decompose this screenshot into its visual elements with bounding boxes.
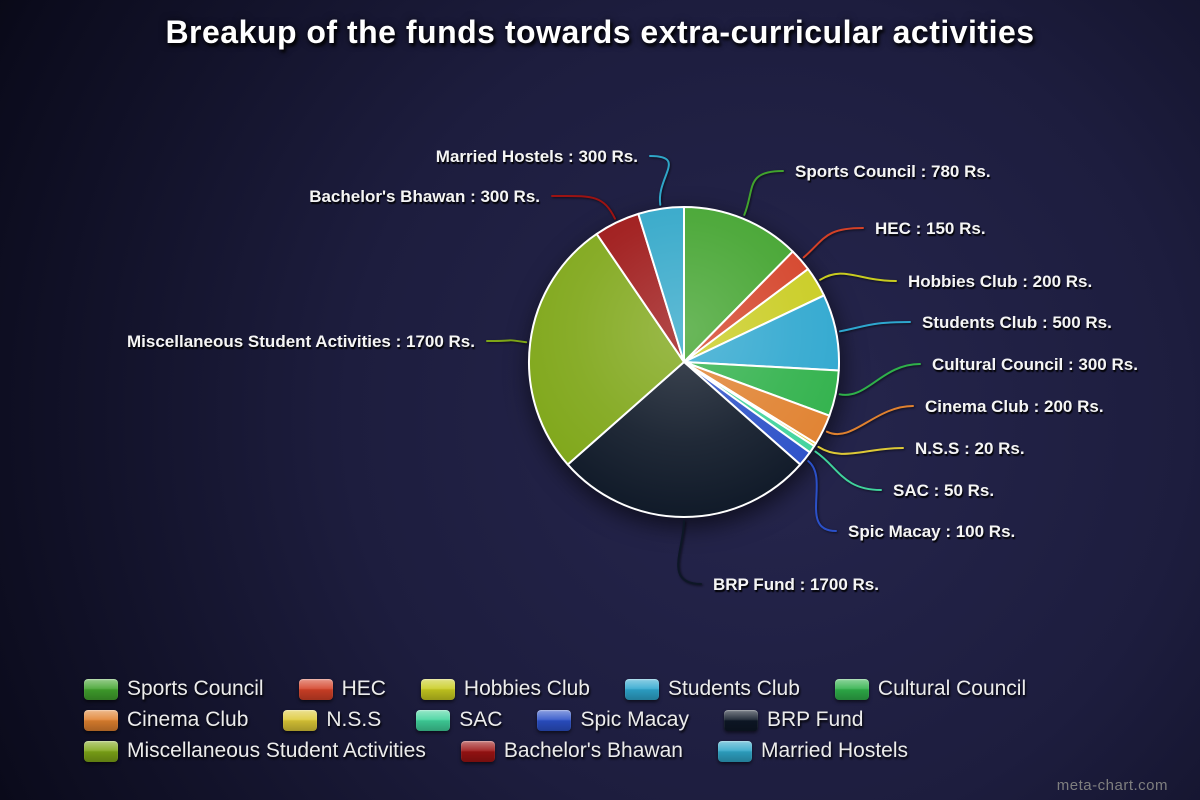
leader-line-hobbies-club	[819, 272, 897, 282]
legend: Sports Council HEC Hobbies Club Students Cl…	[84, 677, 1026, 770]
legend-swatch-n-s-s	[283, 709, 318, 731]
legend-label: BRP Fund	[766, 708, 864, 731]
legend-label: Cinema Club	[127, 708, 249, 731]
slice-label-miscellaneous-student-activities: Miscellaneous Student Activities : 1700 …	[127, 332, 475, 351]
slice-labels: Sports Council : 780 Rs. HEC : 150 Rs. Hob…	[127, 147, 1138, 594]
slice-label-bachelor-s-bhawan: Bachelor's Bhawan : 300 Rs.	[309, 187, 540, 206]
legend-swatch-married-hostels	[717, 740, 752, 762]
slice-label-sports-council: Sports Council : 780 Rs.	[795, 162, 991, 181]
legend-row: Miscellaneous Student Activities Bachelor…	[84, 739, 1026, 763]
legend-swatch-bachelor-s-bhawan	[460, 740, 495, 762]
legend-item-hobbies-club: Hobbies Club	[420, 677, 590, 701]
legend-label: Sports Council	[127, 677, 264, 700]
pie	[528, 206, 840, 519]
legend-label: Spic Macay	[580, 708, 689, 731]
legend-label: Students Club	[667, 677, 800, 700]
leader-line-miscellaneous-student-activities	[486, 339, 528, 344]
leader-line-sac	[814, 450, 882, 491]
legend-item-sports-council: Sports Council	[84, 677, 264, 701]
slice-label-hobbies-club: Hobbies Club : 200 Rs.	[908, 272, 1092, 291]
leader-line-spic-macay	[807, 460, 837, 532]
slice-label-students-club: Students Club : 500 Rs.	[922, 313, 1112, 332]
watermark: meta-chart.com	[1056, 777, 1168, 794]
legend-row: Cinema Club N.S.S SAC Spic Macay BRP Fund	[84, 708, 1026, 732]
legend-swatch-hec	[298, 678, 333, 700]
legend-label: N.S.S	[326, 708, 382, 731]
legend-item-spic-macay: Spic Macay	[537, 708, 689, 732]
leader-line-cinema-club	[825, 405, 914, 435]
legend-swatch-hobbies-club	[420, 678, 455, 700]
leader-line-bachelor-s-bhawan	[551, 194, 616, 220]
leader-line-hec	[802, 227, 864, 259]
slice-label-cinema-club: Cinema Club : 200 Rs.	[925, 397, 1104, 416]
legend-label: Bachelor's Bhawan	[503, 739, 683, 762]
slice-label-brp-fund: BRP Fund : 1700 Rs.	[713, 575, 879, 594]
legend-item-sac: SAC	[416, 708, 502, 732]
legend-item-married-hostels: Married Hostels	[717, 739, 908, 763]
slice-label-hec: HEC : 150 Rs.	[875, 219, 986, 238]
slice-label-n-s-s: N.S.S : 20 Rs.	[915, 439, 1025, 458]
leader-line-married-hostels	[649, 155, 670, 206]
legend-item-bachelor-s-bhawan: Bachelor's Bhawan	[460, 739, 683, 763]
legend-label: SAC	[459, 708, 503, 731]
legend-swatch-cinema-club	[84, 709, 118, 731]
legend-item-hec: HEC	[298, 677, 386, 701]
leader-line-n-s-s	[817, 445, 904, 455]
legend-label: Hobbies Club	[463, 677, 590, 700]
chart-title: Breakup of the funds towards extra-curri…	[165, 14, 1035, 50]
slice-label-spic-macay: Spic Macay : 100 Rs.	[848, 522, 1015, 541]
leader-line-students-club	[839, 321, 911, 333]
legend-swatch-brp-fund	[723, 709, 758, 731]
leader-line-sports-council	[743, 170, 784, 216]
legend-item-students-club: Students Club	[624, 677, 800, 701]
legend-item-brp-fund: BRP Fund	[723, 708, 864, 732]
legend-label: Married Hostels	[760, 739, 908, 762]
legend-swatch-students-club	[624, 678, 659, 700]
legend-swatch-miscellaneous-student-activities	[84, 740, 118, 762]
legend-swatch-sac	[416, 709, 451, 731]
leader-line-cultural-council	[838, 363, 921, 396]
legend-item-n-s-s: N.S.S	[283, 708, 381, 732]
legend-label: HEC	[341, 677, 386, 700]
legend-swatch-spic-macay	[537, 709, 572, 731]
legend-label: Cultural Council	[877, 677, 1027, 700]
legend-swatch-sports-council	[84, 678, 118, 700]
leader-line-brp-fund	[677, 520, 702, 585]
slice-label-cultural-council: Cultural Council : 300 Rs.	[932, 355, 1138, 374]
slice-label-sac: SAC : 50 Rs.	[893, 481, 994, 500]
leader-lines	[486, 155, 921, 585]
legend-swatch-cultural-council	[834, 678, 869, 700]
legend-item-miscellaneous-student-activities: Miscellaneous Student Activities	[84, 739, 426, 763]
legend-item-cinema-club: Cinema Club	[84, 708, 248, 732]
legend-item-cultural-council: Cultural Council	[834, 677, 1027, 701]
slice-label-married-hostels: Married Hostels : 300 Rs.	[436, 147, 638, 166]
legend-label: Miscellaneous Student Activities	[127, 739, 426, 762]
legend-row: Sports Council HEC Hobbies Club Students Cl…	[84, 677, 1026, 701]
